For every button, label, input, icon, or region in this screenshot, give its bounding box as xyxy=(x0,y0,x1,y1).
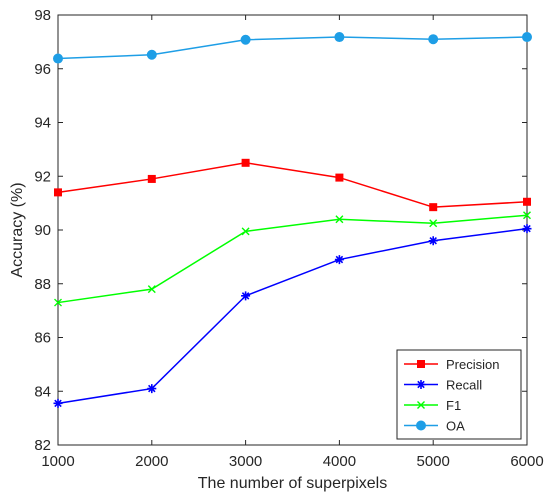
legend-label: Precision xyxy=(446,357,499,372)
data-point xyxy=(335,215,344,224)
legend-marker xyxy=(417,401,425,409)
legend-label: F1 xyxy=(446,398,461,413)
series-f1 xyxy=(54,211,531,307)
y-tick-label: 82 xyxy=(34,437,51,454)
legend-label: OA xyxy=(446,419,465,434)
series-line xyxy=(57,227,528,405)
legend-item-oa: OA xyxy=(404,419,465,434)
data-point xyxy=(54,188,62,197)
data-point xyxy=(53,53,63,64)
y-tick-label: 86 xyxy=(34,330,51,347)
data-point xyxy=(147,384,157,394)
legend-marker xyxy=(416,420,426,431)
legend-item-f1: F1 xyxy=(404,398,461,413)
data-point xyxy=(335,173,344,182)
y-tick-label: 90 xyxy=(34,222,51,239)
x-tick-label: 6000 xyxy=(510,453,543,470)
y-axis-label: Accuracy (%) xyxy=(9,182,26,277)
data-point xyxy=(241,158,250,167)
y-tick-label: 88 xyxy=(34,276,51,293)
data-point xyxy=(429,219,438,228)
y-tick-label: 84 xyxy=(34,383,51,400)
legend: Precision Recall F1 OA xyxy=(396,349,522,440)
series-line xyxy=(57,36,528,60)
series-line xyxy=(57,162,528,208)
legend-label: Recall xyxy=(446,378,482,393)
series-layer xyxy=(53,32,532,408)
data-point xyxy=(522,32,532,43)
data-point xyxy=(147,174,156,183)
y-tick-label: 92 xyxy=(34,168,51,185)
data-point xyxy=(429,203,438,212)
data-point xyxy=(428,34,439,45)
data-point xyxy=(334,32,345,43)
x-tick-label: 4000 xyxy=(323,453,356,470)
data-point xyxy=(54,298,62,307)
data-point xyxy=(523,197,531,206)
data-point xyxy=(53,398,63,408)
data-point xyxy=(522,224,532,234)
x-tick-label: 2000 xyxy=(135,453,168,470)
x-axis-label: The number of superpixels xyxy=(198,475,387,492)
legend-item-precision: Precision xyxy=(404,357,499,372)
data-point xyxy=(241,227,250,236)
data-point xyxy=(146,49,157,60)
y-tick-label: 98 xyxy=(34,7,51,24)
x-tick-label: 3000 xyxy=(229,453,262,470)
data-point xyxy=(334,255,344,265)
data-point xyxy=(147,285,156,294)
series-recall xyxy=(53,224,532,408)
y-tick-label: 94 xyxy=(34,115,51,132)
series-precision xyxy=(54,158,531,212)
legend-item-recall: Recall xyxy=(404,378,482,393)
legend-marker xyxy=(417,360,425,368)
data-point xyxy=(240,34,251,45)
data-point xyxy=(241,291,251,301)
x-tick-label: 1000 xyxy=(41,453,74,470)
legend-marker xyxy=(416,380,426,389)
data-point xyxy=(428,236,438,246)
y-tick-label: 96 xyxy=(34,61,51,78)
data-point xyxy=(523,211,531,220)
x-tick-label: 5000 xyxy=(417,453,450,470)
series-oa xyxy=(53,32,532,64)
series-line xyxy=(57,214,528,304)
axis-ticks: 1000 2000 3000 4000 5000 6000 82 84 86 88 90 92 94 96… xyxy=(34,7,543,470)
